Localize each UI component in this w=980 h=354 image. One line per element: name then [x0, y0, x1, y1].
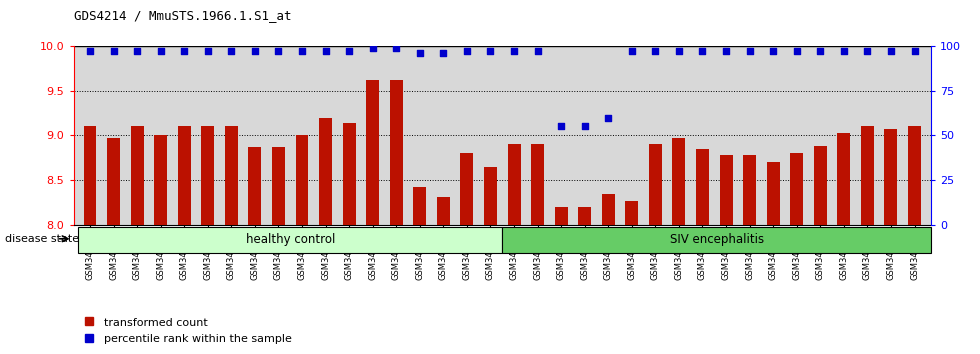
Point [742, 48, 758, 54]
Point [200, 48, 216, 54]
Point [294, 48, 310, 54]
Point [577, 124, 593, 129]
Point [624, 48, 640, 54]
Point [601, 115, 616, 120]
Point [459, 48, 474, 54]
Point [812, 48, 828, 54]
Point [671, 48, 687, 54]
Point [318, 48, 333, 54]
Point [270, 48, 286, 54]
Bar [130, 126, 144, 354]
Bar [813, 146, 827, 354]
Bar [224, 126, 238, 354]
Point [153, 48, 169, 54]
Bar [885, 129, 898, 354]
Bar [743, 155, 757, 354]
Text: GDS4214 / MmuSTS.1966.1.S1_at: GDS4214 / MmuSTS.1966.1.S1_at [74, 9, 291, 22]
Point [859, 48, 875, 54]
Point [176, 48, 192, 54]
Point [554, 124, 569, 129]
Bar [390, 80, 403, 354]
Bar [502, 227, 931, 253]
Point [435, 50, 451, 56]
Bar [107, 138, 120, 354]
Point [836, 48, 852, 54]
Bar [272, 147, 285, 354]
Bar [555, 207, 567, 354]
Bar [367, 80, 379, 354]
Bar [696, 149, 709, 354]
Legend: transformed count, percentile rank within the sample: transformed count, percentile rank withi… [79, 313, 296, 348]
Point [765, 48, 781, 54]
Text: SIV encephalitis: SIV encephalitis [669, 233, 763, 246]
Bar [625, 201, 638, 354]
Point [365, 45, 380, 51]
Point [247, 48, 263, 54]
Bar [766, 162, 780, 354]
Point [341, 48, 357, 54]
Point [82, 48, 98, 54]
Bar [837, 133, 851, 354]
Bar [908, 126, 921, 354]
Point [412, 50, 427, 56]
Bar [201, 126, 215, 354]
Point [883, 48, 899, 54]
Bar [437, 197, 450, 354]
Point [129, 48, 145, 54]
Point [223, 48, 239, 54]
Bar [484, 167, 497, 354]
Bar [578, 207, 591, 354]
Bar [531, 144, 544, 354]
Point [106, 48, 122, 54]
Point [530, 48, 546, 54]
Point [482, 48, 498, 54]
Bar [177, 126, 191, 354]
Bar [860, 126, 874, 354]
Point [789, 48, 805, 54]
Text: healthy control: healthy control [246, 233, 335, 246]
Bar [83, 126, 96, 354]
Bar [319, 118, 332, 354]
Bar [719, 155, 732, 354]
Bar [602, 194, 614, 354]
Text: disease state: disease state [5, 234, 79, 244]
Point [718, 48, 734, 54]
Bar [790, 153, 804, 354]
Point [648, 48, 663, 54]
Point [507, 48, 522, 54]
Bar [414, 187, 426, 354]
Bar [672, 138, 685, 354]
Point [388, 45, 404, 51]
Bar [248, 147, 262, 354]
Bar [649, 144, 662, 354]
Bar [78, 227, 502, 253]
Bar [508, 144, 520, 354]
Point [695, 48, 710, 54]
Bar [461, 153, 473, 354]
Bar [154, 135, 168, 354]
Point [906, 48, 922, 54]
Bar [296, 135, 309, 354]
Bar [343, 123, 356, 354]
